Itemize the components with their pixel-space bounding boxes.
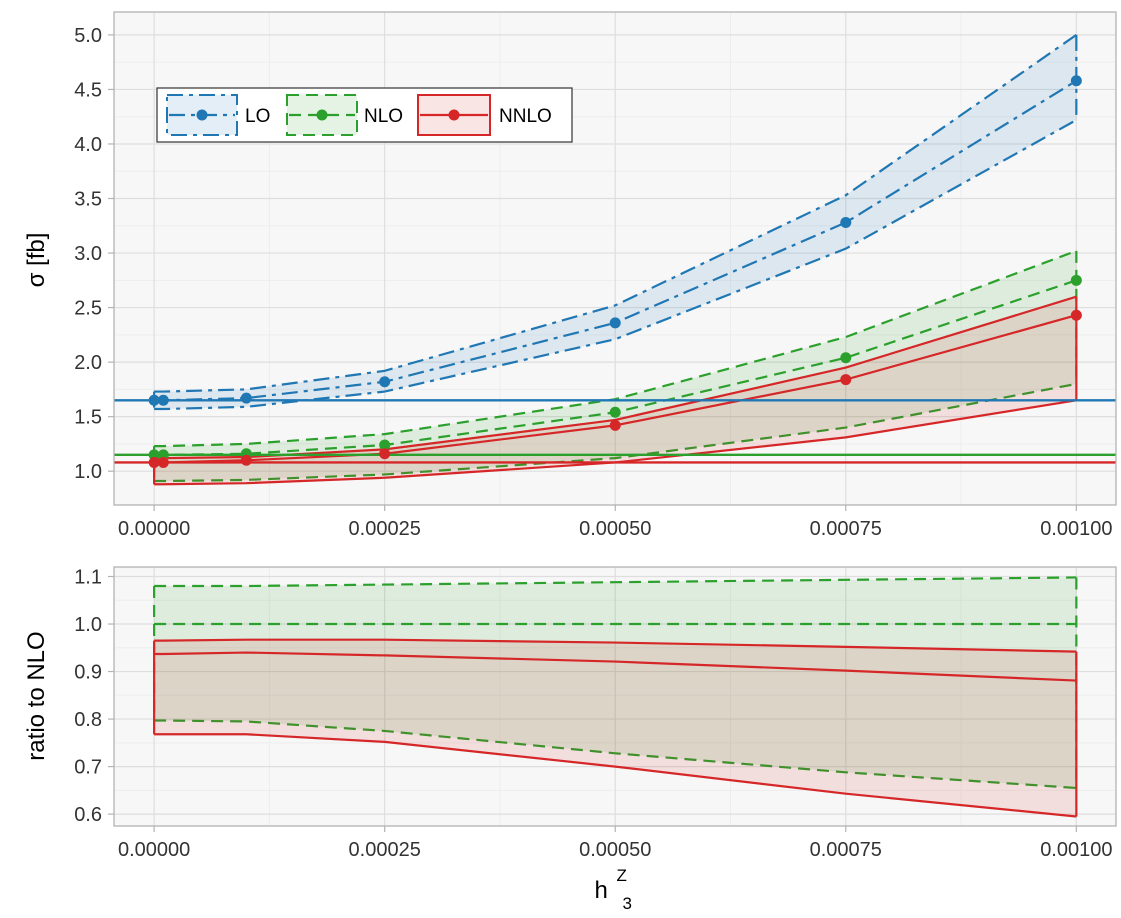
y-tick-label: 1.0 (74, 614, 102, 636)
data-point-lo (840, 217, 852, 229)
y-tick-label: 3.0 (74, 243, 102, 265)
x-tick-label: 0.00025 (349, 518, 421, 540)
y-tick-label: 0.7 (74, 757, 102, 779)
y-tick-label: 0.6 (74, 804, 102, 826)
band-upper-line-nlo (154, 249, 1077, 448)
x-tick-label: 0.00100 (1040, 839, 1112, 861)
x-tick-label: 0.00000 (118, 839, 190, 861)
data-point-nlo (609, 406, 621, 418)
data-point-lo (240, 392, 252, 404)
x-tick-label: 0.00075 (810, 518, 882, 540)
y-tick-label: 2.5 (74, 298, 102, 320)
legend-key-point-nnlo (448, 109, 460, 121)
legend-label-lo: LO (245, 106, 270, 127)
y-tick-label: 0.8 (74, 709, 102, 731)
data-point-lo (148, 394, 160, 406)
data-point-nnlo (609, 419, 621, 431)
band-upper-line-nlo (154, 576, 1077, 588)
data-point-nnlo (840, 374, 852, 386)
legend-label-nlo: NLO (364, 106, 403, 127)
bottom-y-axis-label: ratio to NLO (23, 631, 50, 760)
central-line-nnlo (154, 651, 1077, 682)
data-point-nnlo (1070, 309, 1082, 321)
band-lower-line-lo (154, 119, 1077, 411)
legend-key-point-lo (196, 109, 208, 121)
y-tick-label: 1.5 (74, 407, 102, 429)
data-point-nnlo (157, 456, 169, 468)
x-tick-label: 0.00100 (1040, 518, 1112, 540)
top-y-axis-label: σ [fb] (23, 233, 50, 288)
x-axis-label: h Z 3 (594, 860, 633, 913)
data-point-nnlo (379, 448, 391, 460)
data-point-lo (157, 394, 169, 406)
y-tick-label: 1.1 (74, 567, 102, 589)
band-lower-line-nnlo (154, 733, 1077, 818)
data-point-nlo (840, 352, 852, 364)
y-tick-label: 4.5 (74, 79, 102, 101)
data-point-nlo (148, 449, 160, 461)
x-tick-label: 0.00000 (118, 518, 190, 540)
top-panel: 0.00000 0.00025 0.00050 0.00075 0.00100 1.0 1.… (74, 11, 1117, 540)
x-axis-label-base: h (594, 877, 607, 904)
band-upper-line-lo (154, 34, 1077, 393)
data-point-lo (609, 317, 621, 329)
band-upper-line-nnlo (154, 638, 1077, 653)
x-tick-label: 0.00050 (579, 839, 651, 861)
data-point-nnlo (148, 456, 160, 468)
x-tick-label: 0.00025 (349, 839, 421, 861)
data-point-nnlo (240, 454, 252, 466)
legend-label-nnlo: NNLO (499, 106, 552, 127)
legend-key-point-nlo (316, 109, 328, 121)
x-axis-label-superscript: Z (616, 866, 626, 885)
data-point-lo (1070, 75, 1082, 87)
bottom-panel: 0.00000 0.00025 0.00050 0.00075 0.00100 0.6 0.… (74, 566, 1117, 861)
y-tick-label: 0.9 (74, 662, 102, 684)
legend: LO NLO NNLO (156, 87, 573, 143)
band-nlo (154, 577, 1077, 788)
band-nnlo (154, 639, 1077, 817)
y-tick-label: 2.0 (74, 352, 102, 374)
band-lower-line-nlo (154, 382, 1077, 483)
x-tick-label: 0.00075 (810, 839, 882, 861)
y-tick-label: 4.0 (74, 134, 102, 156)
x-axis-label-subscript: 3 (623, 894, 632, 913)
band-lower-line-nnlo (154, 399, 1077, 486)
y-tick-label: 1.0 (74, 461, 102, 483)
x-tick-label: 0.00050 (579, 518, 651, 540)
data-point-nlo (1070, 274, 1082, 286)
y-tick-label: 5.0 (74, 25, 102, 47)
band-nlo (154, 250, 1077, 482)
data-point-nlo (157, 449, 169, 461)
band-lower-line-nlo (154, 719, 1077, 790)
data-point-lo (379, 376, 391, 388)
data-point-nlo (379, 439, 391, 451)
y-tick-label: 3.5 (74, 189, 102, 211)
